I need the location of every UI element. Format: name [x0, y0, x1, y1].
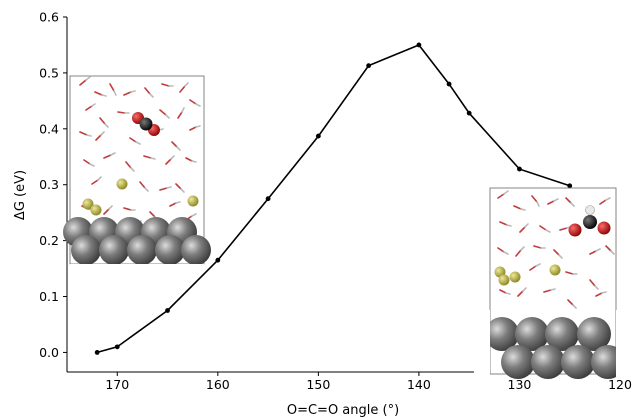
- final-state-snapshot: [474, 187, 633, 380]
- data-point: [416, 42, 422, 48]
- data-point: [366, 63, 372, 69]
- x-axis-ticks: 170 160 150 140 130 120: [105, 372, 632, 392]
- y-tick-label: 0.6: [39, 10, 59, 25]
- x-tick-label: 160: [206, 377, 230, 392]
- data-point: [215, 257, 221, 263]
- data-point: [466, 110, 472, 116]
- y-tick-label: 0.1: [39, 289, 59, 304]
- data-point: [315, 133, 321, 139]
- co2-molecule-bent: [568, 205, 611, 237]
- data-point: [114, 344, 120, 350]
- x-tick-label: 150: [306, 377, 330, 392]
- y-axis-ticks: 0.0 0.1 0.2 0.3 0.4 0.5 0.6: [39, 10, 67, 360]
- data-point: [94, 350, 100, 355]
- series-line: [96, 44, 570, 354]
- x-tick-label: 140: [407, 377, 431, 392]
- data-point: [517, 166, 522, 172]
- y-axis-label: ΔG (eV): [13, 170, 28, 220]
- adsorbate-atoms-1: [82, 178, 199, 216]
- y-tick-label: 0.0: [39, 345, 59, 360]
- data-point: [265, 196, 271, 202]
- x-tick-label: 120: [608, 377, 632, 392]
- metal-surface-2: [474, 310, 633, 380]
- co2-molecule-linear: [132, 112, 160, 136]
- x-tick-label: 170: [105, 377, 129, 392]
- x-axis-label: O=C=O angle (°): [287, 403, 399, 418]
- series-layer: [94, 42, 573, 355]
- y-tick-label: 0.5: [39, 65, 59, 80]
- y-tick-label: 0.2: [39, 233, 59, 248]
- metal-surface-1: [63, 217, 211, 270]
- initial-state-snapshot: [63, 75, 211, 270]
- x-tick-label: 130: [508, 377, 532, 392]
- adsorbate-atoms-2: [494, 264, 561, 286]
- data-point: [165, 308, 170, 313]
- y-tick-label: 0.3: [39, 177, 59, 192]
- y-tick-label: 0.4: [39, 121, 59, 136]
- data-point: [567, 183, 573, 189]
- water-molecules-2: [497, 190, 615, 309]
- data-point: [446, 81, 452, 87]
